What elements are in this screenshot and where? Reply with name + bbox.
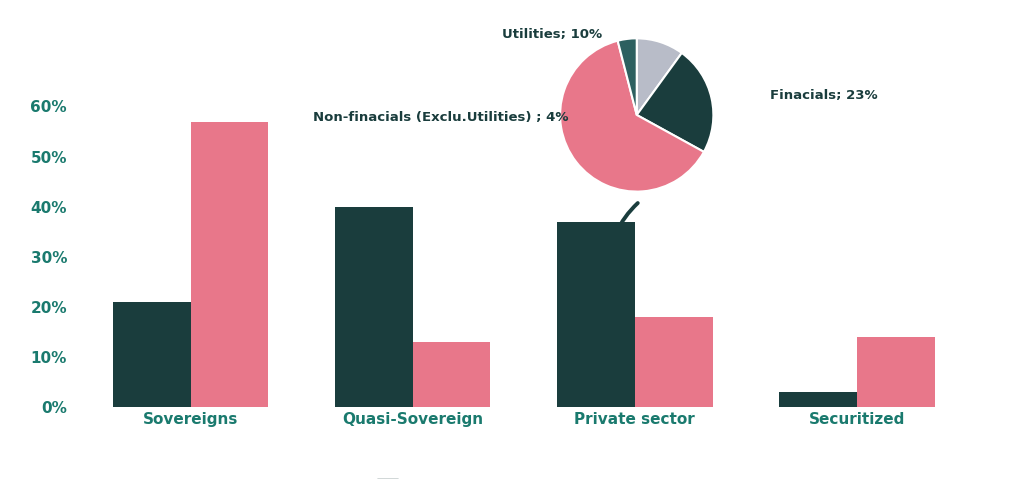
Bar: [635, 317, 713, 407]
Legend: Bloomberg MSCI Global Green Bond Index, Bloomberg Global-Aggregate TR Index Valu: Bloomberg MSCI Global Green Bond Index, …: [371, 473, 822, 479]
Wedge shape: [637, 53, 714, 152]
Text: Utilities; 10%: Utilities; 10%: [502, 28, 603, 41]
Bar: [191, 122, 268, 407]
Wedge shape: [637, 38, 682, 115]
Bar: [857, 337, 935, 407]
Wedge shape: [560, 41, 703, 192]
Wedge shape: [617, 38, 637, 115]
Bar: [113, 302, 191, 407]
Bar: [413, 342, 491, 407]
Text: Non-finacials (Exclu.Utilities) ; 4%: Non-finacials (Exclu.Utilities) ; 4%: [313, 111, 569, 124]
Text: Finacials; 23%: Finacials; 23%: [770, 89, 878, 103]
Bar: [557, 222, 635, 407]
Bar: [335, 207, 413, 407]
Bar: [779, 392, 857, 407]
